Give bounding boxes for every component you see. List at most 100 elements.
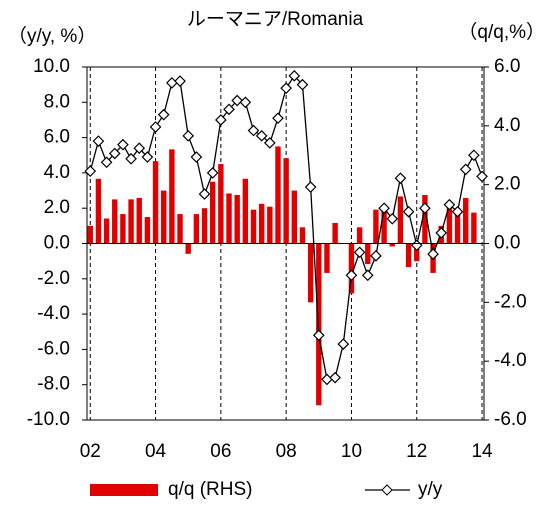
bar	[405, 243, 412, 268]
line-marker	[451, 205, 464, 218]
bar	[169, 149, 175, 244]
line-marker	[166, 77, 178, 89]
line-marker	[125, 152, 137, 165]
bar	[389, 243, 395, 247]
y2-tick-label: 4.0	[494, 115, 520, 136]
y2-tick-label: -2.0	[494, 291, 527, 312]
line-marker	[280, 82, 293, 95]
line-marker	[255, 129, 268, 142]
line-marker	[312, 329, 325, 342]
bar	[397, 196, 404, 244]
line-marker	[117, 138, 129, 151]
y-tick-label: 4.0	[44, 162, 70, 183]
line-marker	[272, 112, 284, 125]
y-tick-label: 2.0	[44, 197, 70, 218]
line-marker	[92, 135, 105, 147]
line-marker	[394, 172, 407, 185]
bar	[414, 243, 420, 262]
legend-swatch	[90, 484, 158, 496]
bar	[471, 212, 477, 244]
bar	[209, 181, 216, 244]
line-marker	[288, 69, 301, 82]
bar	[201, 208, 208, 244]
line-marker	[370, 250, 382, 262]
line-marker	[345, 269, 358, 282]
line-marker	[206, 167, 219, 179]
bar	[373, 209, 379, 244]
x-tick-label: 04	[145, 441, 167, 462]
y2-axis-title: （q/q,%）	[458, 21, 545, 43]
line-marker	[247, 124, 260, 137]
y-tick-label: 6.0	[44, 127, 70, 148]
line-marker	[304, 181, 317, 193]
line-marker	[239, 96, 252, 109]
bar	[422, 194, 428, 244]
y-tick-label: -8.0	[37, 374, 70, 395]
line-marker	[149, 121, 162, 133]
bar	[365, 243, 371, 265]
bar	[348, 243, 355, 294]
line-marker	[133, 142, 146, 155]
y-tick-label: 10.0	[33, 56, 70, 77]
x-tick-label: 12	[406, 441, 427, 462]
line-marker	[84, 165, 97, 177]
line-marker	[198, 188, 211, 200]
line-marker	[410, 239, 423, 252]
line-marker	[402, 205, 415, 218]
line-marker	[182, 129, 195, 142]
line-marker	[141, 151, 154, 163]
line-marker	[337, 338, 350, 350]
bar	[446, 202, 453, 244]
line-marker	[215, 114, 227, 126]
x-tick-label: 08	[276, 441, 297, 462]
bar	[152, 161, 159, 244]
line-marker	[443, 198, 456, 211]
y2-tick-label: -4.0	[494, 350, 527, 371]
y2-tick-label: 6.0	[494, 56, 520, 77]
bar	[454, 208, 461, 244]
line-marker	[231, 94, 244, 107]
y-axis-title: （y/y, %）	[8, 25, 96, 47]
line-marker	[378, 202, 390, 215]
bar	[267, 206, 273, 244]
line-marker	[361, 269, 374, 282]
bar	[250, 209, 257, 244]
line-marker	[100, 156, 113, 169]
bar	[136, 197, 142, 244]
bar	[332, 222, 338, 244]
bar	[226, 193, 232, 244]
line-marker	[157, 108, 170, 121]
bar	[161, 190, 167, 244]
line-marker	[329, 371, 341, 384]
bar	[283, 158, 289, 244]
bar	[234, 194, 240, 244]
bar	[356, 227, 363, 244]
y2-tick-label: 0.0	[494, 233, 520, 254]
line-marker	[223, 103, 235, 116]
line-marker	[263, 137, 276, 149]
bar	[144, 217, 151, 244]
bar	[258, 203, 265, 244]
bar	[120, 214, 126, 244]
line-marker	[296, 78, 309, 91]
bar	[242, 178, 249, 244]
y-tick-label: -6.0	[37, 338, 70, 359]
line-marker	[386, 212, 399, 225]
bar	[185, 243, 191, 254]
bar	[87, 225, 93, 244]
line-marker	[174, 75, 186, 87]
y2-tick-label: -6.0	[494, 409, 527, 430]
legend-label: y/y	[418, 479, 443, 500]
y-tick-label: -2.0	[37, 268, 70, 289]
line-marker	[190, 151, 203, 163]
line-marker	[468, 149, 480, 162]
bar	[291, 190, 298, 244]
y-tick-label: -4.0	[37, 303, 70, 324]
line-marker	[476, 170, 488, 183]
bar	[307, 243, 314, 303]
bar	[381, 208, 387, 244]
legend-label: q/q (RHS)	[168, 479, 252, 500]
chart-title: ルーマニア/Romania	[187, 9, 364, 30]
